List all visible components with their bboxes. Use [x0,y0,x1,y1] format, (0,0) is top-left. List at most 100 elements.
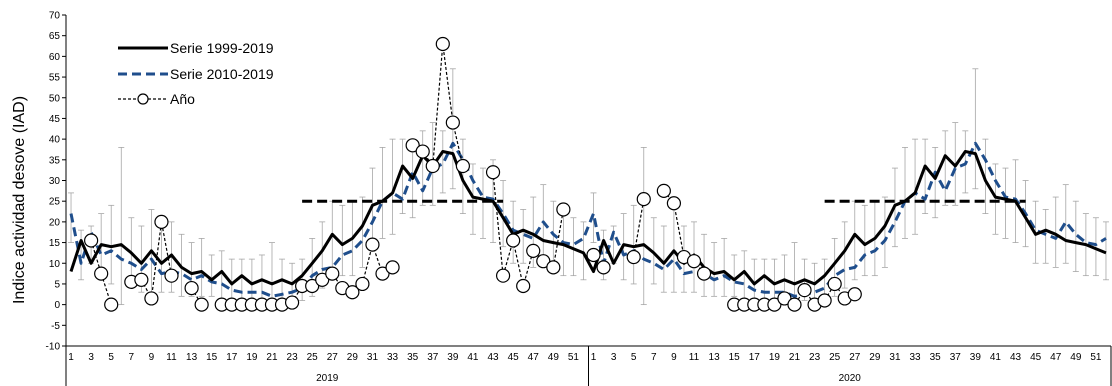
x-tick-label: 9 [149,352,155,363]
year-point [445,115,460,130]
x-tick-label: 23 [287,352,299,363]
x-tick-label: 1 [591,352,597,363]
x-tick-label: 31 [367,352,379,363]
x-tick-label: 33 [387,352,399,363]
y-tick-label: 55 [49,73,61,84]
x-tick-label: 11 [689,352,700,363]
year-point [787,297,802,312]
x-tick-label: 45 [508,352,520,363]
x-tick-label: 13 [709,352,721,363]
x-tick-label: 51 [1090,352,1102,363]
x-tick-label: 49 [1070,352,1082,363]
year-point [767,297,782,312]
x-tick-label: 1 [68,352,74,363]
x-tick-label: 19 [246,352,258,363]
year-point [305,278,320,294]
y-tick-label: 5 [54,279,60,290]
year-series-line [593,190,856,306]
x-tick-label: 47 [1050,352,1062,363]
y-tick-label: 30 [49,176,61,187]
x-tick-label: 45 [1030,352,1042,363]
year-point [415,144,430,159]
x-tick-label: 5 [108,352,114,363]
year-point [797,283,812,298]
y-tick-label: 20 [49,217,61,228]
year-point [425,158,440,174]
x-tick-label: 5 [631,352,637,363]
year-point [817,293,832,308]
x-tick-label: 39 [447,352,459,363]
x-tick-label: 7 [651,352,657,363]
year-point [164,268,179,283]
year-point [154,214,169,229]
year-point [385,260,400,275]
x-tick-label: 29 [869,352,881,363]
x-tick-label: 33 [910,352,922,363]
x-tick-label: 17 [749,352,761,363]
year-point [656,183,671,198]
x-tick-label: 35 [930,352,942,363]
x-tick-label: 21 [789,352,801,363]
x-tick-label: 9 [671,352,677,363]
x-tick-label: 23 [809,352,821,363]
year-point [586,247,601,263]
legend-label-serie-1999-2019: Serie 1999-2019 [170,40,274,56]
legend-marker-anio [137,93,149,105]
y-tick-label: 15 [49,238,61,249]
year-point [194,297,209,312]
x-tick-label: 19 [769,352,781,363]
year-point [556,202,571,217]
x-tick-label: 35 [407,352,419,363]
y-axis-label: Indice actividad desove (IAD) [11,96,28,304]
year-point [104,297,119,312]
year-markers [84,36,862,312]
year-point [144,291,159,306]
year-point [405,138,420,153]
x-tick-label: 37 [427,352,439,363]
series-line-1999-2019 [69,150,1107,286]
x-tick-label: 21 [266,352,278,363]
year-point [84,233,99,248]
year-point [355,276,370,292]
year-point [495,268,511,283]
year-point [596,260,611,275]
y-tick-label: 60 [49,52,61,63]
y-tick-label: 0 [54,300,60,311]
year-point [375,266,390,281]
year-point [536,254,551,269]
x-tick-label: 15 [729,352,741,363]
series-lines [69,141,1107,298]
x-tick-label: 51 [568,352,580,363]
y-tick-label: 45 [49,114,61,125]
year-point [696,266,712,281]
y-tick-label: 25 [49,197,61,208]
error-bars [68,68,1109,306]
x-tick-label: 27 [327,352,339,363]
year-point [626,249,641,265]
x-tick-label: 15 [206,352,218,363]
x-tick-label: 25 [829,352,841,363]
x-tick-label: 39 [970,352,982,363]
y-tick-label: 65 [49,31,61,42]
year-point [827,276,842,292]
y-tick-label: -10 [46,342,61,353]
x-tick-label: 7 [129,352,135,363]
year-point [636,192,651,207]
x-tick-label: 49 [548,352,560,363]
x-tick-label: 41 [467,352,479,363]
x-tick-label: 11 [166,352,177,363]
year-point [184,280,199,296]
x-tick-label: 41 [990,352,1002,363]
year-point [315,272,330,287]
year-point [345,285,360,300]
y-tick-label: 35 [49,155,61,166]
x-tick-label: 17 [226,352,238,363]
x-tick-label: 29 [347,352,359,363]
year-label: 2019 [316,373,339,384]
x-tick-label: 43 [487,352,499,363]
year-point [516,278,531,294]
year-point [325,266,340,281]
legend: Serie 1999-2019 Serie 2010-2019 Año [118,40,274,107]
